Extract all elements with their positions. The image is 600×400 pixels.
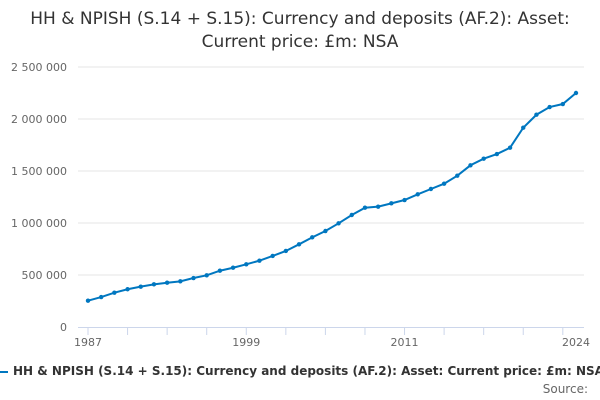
data-point [375, 204, 381, 209]
data-point [283, 248, 289, 254]
y-tick-label: 2 500 000 [11, 61, 67, 74]
data-point [112, 290, 117, 295]
data-point [521, 125, 526, 130]
data-point [402, 197, 407, 203]
data-point [428, 186, 434, 192]
y-tick-label: 2 000 000 [11, 113, 67, 126]
x-tick-label: 2011 [391, 336, 419, 349]
data-point [468, 163, 473, 168]
x-tick-label: 1987 [74, 336, 102, 349]
data-point [257, 258, 262, 263]
data-point [573, 90, 579, 96]
data-point [494, 151, 500, 157]
source-label: Source: [542, 382, 588, 396]
data-point [244, 262, 249, 267]
data-point [455, 173, 460, 178]
data-point [204, 273, 209, 278]
data-point [85, 298, 91, 303]
data-point [415, 192, 420, 197]
data-point [441, 181, 447, 186]
data-point [560, 101, 566, 107]
legend-swatch [0, 370, 8, 373]
data-point [178, 279, 183, 284]
data-point [151, 282, 157, 287]
data-point [98, 294, 104, 300]
legend-label: HH & NPISH (S.14 + S.15): Currency and d… [13, 364, 600, 378]
data-point [336, 221, 341, 226]
data-point [230, 265, 236, 270]
data-point [217, 268, 223, 273]
data-point [349, 212, 354, 218]
data-point [481, 156, 486, 161]
data-point [191, 275, 196, 281]
legend-item[interactable]: HH & NPISH (S.14 + S.15): Currency and d… [0, 364, 600, 378]
x-tick-label: 1999 [232, 336, 260, 349]
data-point [362, 205, 368, 210]
data-point [547, 104, 552, 110]
y-tick-label: 500 000 [22, 269, 68, 282]
x-tick-label: 2024 [562, 336, 590, 349]
data-point [389, 201, 394, 206]
data-point [323, 228, 328, 234]
data-point [164, 280, 170, 285]
data-point [270, 253, 275, 259]
y-tick-label: 0 [60, 321, 67, 334]
y-tick-label: 1 500 000 [11, 165, 67, 178]
y-tick-label: 1 000 000 [11, 217, 67, 230]
chart-title: HH & NPISH (S.14 + S.15): Currency and d… [30, 9, 570, 52]
series-line [87, 92, 577, 302]
data-point [507, 145, 513, 150]
data-point [296, 242, 302, 247]
data-point [138, 284, 143, 289]
data-point [125, 287, 130, 292]
data-point [310, 235, 315, 240]
data-point [534, 112, 539, 117]
